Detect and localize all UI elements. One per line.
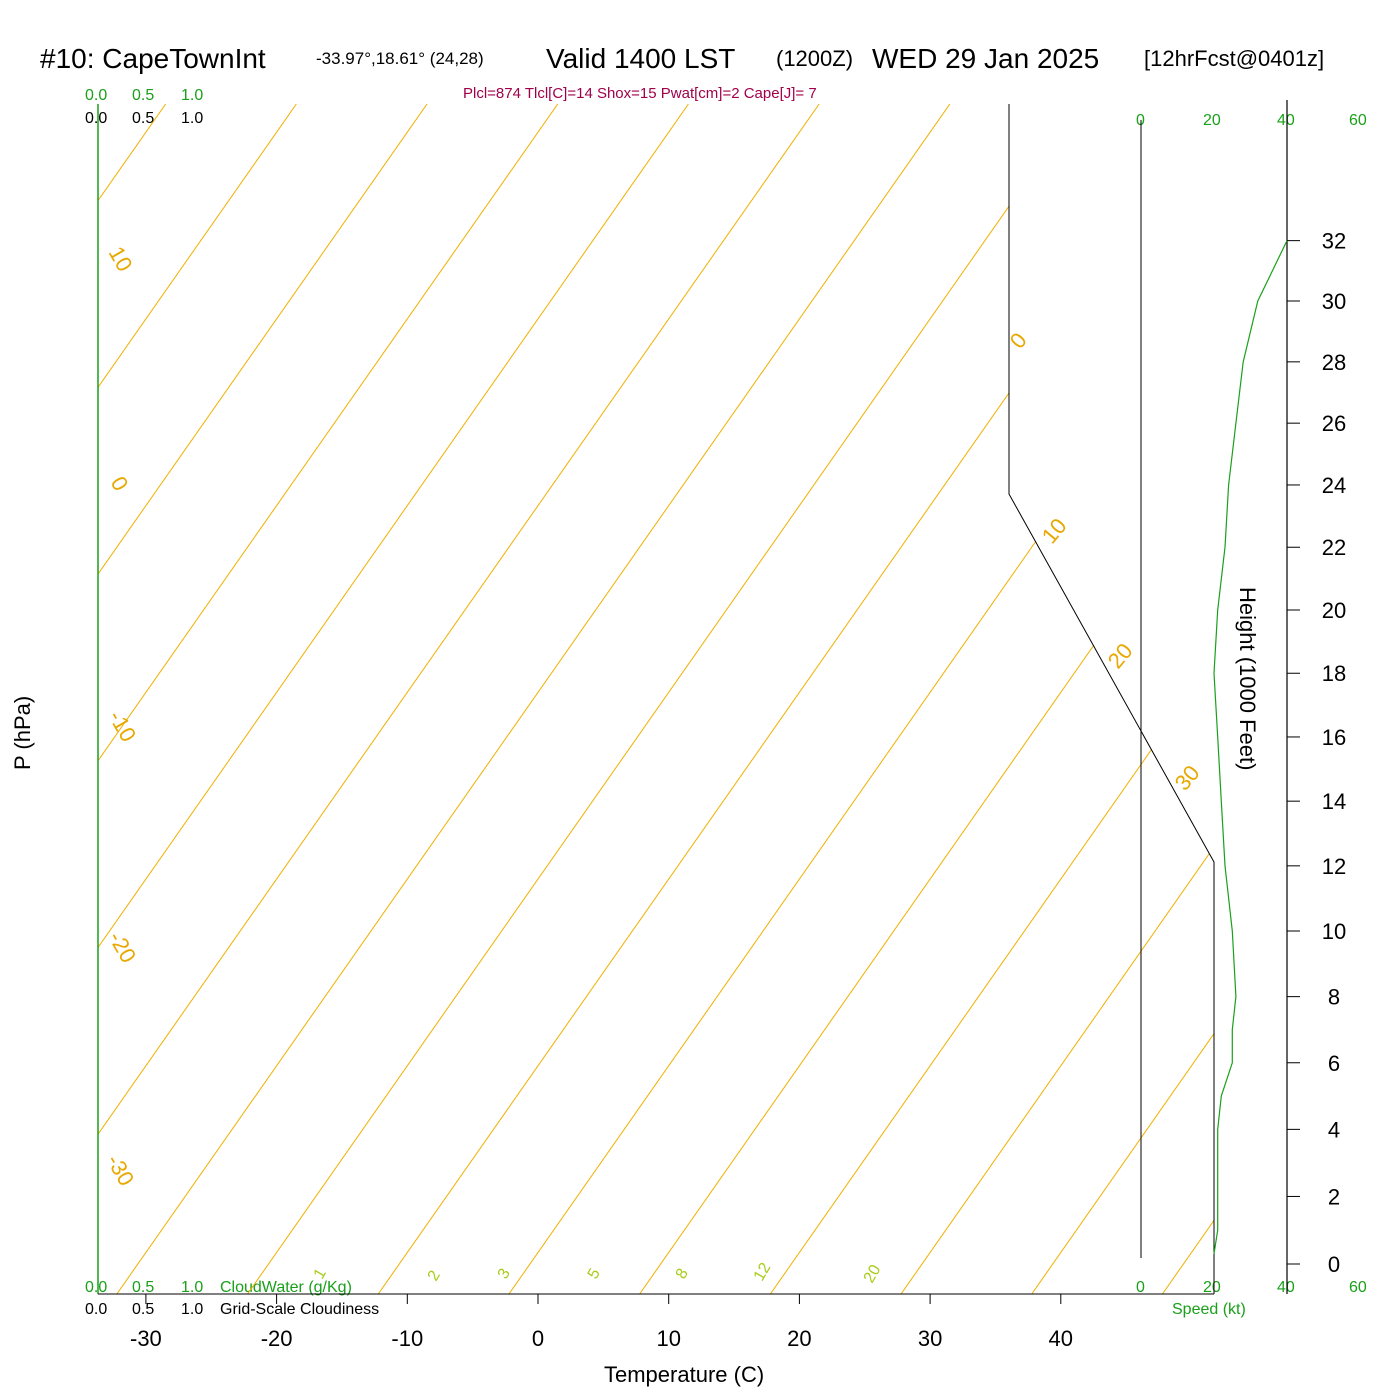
scale-tick: 0.0 bbox=[85, 1279, 107, 1296]
isotherm-label: -10 bbox=[104, 706, 142, 746]
isotherm-line bbox=[1293, 104, 1400, 1294]
zulu-time: (1200Z) bbox=[776, 46, 853, 71]
scale-tick: 1.0 bbox=[181, 110, 203, 127]
height-tick-label: 30 bbox=[1322, 289, 1346, 314]
speed-axis-top: 0 20 40 60 bbox=[1136, 112, 1367, 129]
isotherm-line bbox=[1031, 104, 1214, 1294]
isotherm-label: 10 bbox=[1037, 513, 1072, 548]
speed-tick: 20 bbox=[1203, 112, 1221, 129]
scale-tick: 0.5 bbox=[132, 1279, 154, 1296]
x-tick-label: 10 bbox=[656, 1326, 680, 1351]
scale-tick: 0.0 bbox=[85, 87, 107, 104]
height-tick-label: 16 bbox=[1322, 725, 1346, 750]
scale-tick: 0.0 bbox=[85, 1301, 107, 1318]
x-tick-label: 20 bbox=[787, 1326, 811, 1351]
isotherm-line bbox=[769, 104, 1214, 1294]
height-tick-label: 14 bbox=[1322, 789, 1346, 814]
height-tick-label: 6 bbox=[1328, 1051, 1340, 1076]
isotherm-label: -20 bbox=[104, 927, 142, 967]
cloudwater-label: CloudWater (g/Kg) bbox=[220, 1279, 352, 1296]
scale-tick: 1.0 bbox=[181, 1279, 203, 1296]
scale-tick: 1.0 bbox=[181, 87, 203, 104]
isotherm-line bbox=[639, 104, 1214, 1294]
isotherm-line bbox=[508, 104, 1214, 1294]
x-tick-label: -10 bbox=[391, 1326, 423, 1351]
mixing-ratio-label: 5 bbox=[585, 1266, 604, 1282]
plot-frame bbox=[97, 100, 1288, 1295]
scale-tick: 0.5 bbox=[132, 110, 154, 127]
height-tick-label: 22 bbox=[1322, 535, 1346, 560]
x-tick-label: 40 bbox=[1049, 1326, 1073, 1351]
height-tick-label: 2 bbox=[1328, 1184, 1340, 1209]
speed-tick: 20 bbox=[1203, 1279, 1221, 1296]
height-tick-label: 26 bbox=[1322, 411, 1346, 436]
axis-labels: -30-20-100102030402503004005007008501000… bbox=[102, 229, 1347, 1351]
isotherm-label: 0 bbox=[106, 472, 134, 495]
isotherm-label: -30 bbox=[102, 1150, 140, 1190]
isotherm-line bbox=[1162, 104, 1214, 1294]
height-tick-label: 4 bbox=[1328, 1117, 1340, 1142]
valid-date: WED 29 Jan 2025 bbox=[872, 43, 1099, 74]
cloud-scale-top: 0.0 0.5 1.0 0.0 0.5 1.0 bbox=[85, 87, 203, 127]
isotherm-line bbox=[377, 104, 1212, 1294]
isotherm-label: 10 bbox=[104, 242, 138, 276]
height-tick-label: 8 bbox=[1328, 985, 1340, 1010]
height-tick-label: 10 bbox=[1322, 919, 1346, 944]
mixing-ratio-label: 3 bbox=[495, 1266, 514, 1282]
cloud-scale-bottom: 0.0 0.5 1.0 CloudWater (g/Kg) 0.0 0.5 1.… bbox=[85, 1279, 379, 1318]
height-speed-line bbox=[1213, 240, 1288, 1254]
mixing-ratio-label: 12 bbox=[751, 1260, 775, 1284]
isotherm-line bbox=[98, 104, 689, 1294]
isotherm-line bbox=[98, 104, 820, 1294]
mixing-ratio-label: 20 bbox=[861, 1262, 885, 1286]
height-tick-label: 28 bbox=[1322, 350, 1346, 375]
height-axis-title: Height (1000 Feet) bbox=[1235, 587, 1260, 770]
cloudiness-label: Grid-Scale Cloudiness bbox=[220, 1301, 379, 1318]
speed-axis-label: Speed (kt) bbox=[1172, 1301, 1246, 1318]
speed-tick: 60 bbox=[1349, 112, 1367, 129]
scale-tick: 0.5 bbox=[132, 87, 154, 104]
isotherm-line bbox=[98, 104, 559, 1294]
x-tick-label: 0 bbox=[532, 1326, 544, 1351]
right-boundary bbox=[1008, 104, 1215, 1294]
x-tick-label: -30 bbox=[130, 1326, 162, 1351]
height-tick-label: 32 bbox=[1322, 229, 1346, 254]
isotherm-line bbox=[900, 104, 1214, 1294]
isotherm-line bbox=[116, 104, 951, 1294]
y-axis-title: P (hPa) bbox=[10, 696, 35, 770]
scale-tick: 0.5 bbox=[132, 1301, 154, 1318]
height-speed-profile bbox=[1213, 240, 1288, 1254]
forecast-info: [12hrFcst@0401z] bbox=[1144, 46, 1324, 71]
speed-tick: 40 bbox=[1277, 112, 1295, 129]
speed-tick: 40 bbox=[1277, 1279, 1295, 1296]
isotherm-label: 20 bbox=[1103, 638, 1138, 673]
mixing-ratio-label: 2 bbox=[425, 1268, 444, 1284]
x-tick-label: -20 bbox=[261, 1326, 293, 1351]
scale-tick: 0.0 bbox=[85, 110, 107, 127]
scale-tick: 1.0 bbox=[181, 1301, 203, 1318]
isotherm-line bbox=[98, 104, 428, 1294]
height-tick-label: 20 bbox=[1322, 598, 1346, 623]
speed-axis-bottom: 0 20 40 60 Speed (kt) bbox=[1136, 1279, 1367, 1318]
isotherm-label: 30 bbox=[1170, 760, 1205, 795]
speed-tick: 60 bbox=[1349, 1279, 1367, 1296]
x-tick-label: 30 bbox=[918, 1326, 942, 1351]
valid-time: Valid 1400 LST bbox=[546, 43, 735, 74]
height-tick-label: 18 bbox=[1322, 661, 1346, 686]
height-tick-label: 0 bbox=[1328, 1252, 1340, 1277]
station-title: #10: CapeTownInt bbox=[40, 43, 266, 74]
height-tick-label: 24 bbox=[1322, 473, 1346, 498]
isotherm-line bbox=[98, 104, 297, 1294]
mixing-ratio-label: 8 bbox=[673, 1266, 692, 1282]
parcel-params: Plcl=874 Tlcl[C]=14 Shox=15 Pwat[cm]=2 C… bbox=[463, 85, 817, 102]
background-grid bbox=[98, 104, 1400, 1294]
height-tick-label: 12 bbox=[1322, 854, 1346, 879]
station-coords: -33.97°,18.61° (24,28) bbox=[316, 49, 484, 68]
speed-tick: 0 bbox=[1136, 1279, 1145, 1296]
isotherm-line bbox=[247, 104, 1081, 1294]
x-axis-title: Temperature (C) bbox=[604, 1362, 764, 1387]
